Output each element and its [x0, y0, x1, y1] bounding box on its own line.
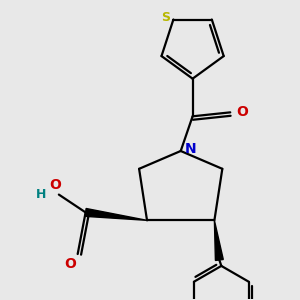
- Text: S: S: [161, 11, 170, 24]
- Text: O: O: [49, 178, 61, 192]
- Text: N: N: [185, 142, 197, 156]
- Text: H: H: [36, 188, 46, 201]
- Polygon shape: [214, 220, 223, 260]
- Text: O: O: [64, 257, 76, 271]
- Polygon shape: [85, 208, 147, 220]
- Text: O: O: [236, 105, 248, 119]
